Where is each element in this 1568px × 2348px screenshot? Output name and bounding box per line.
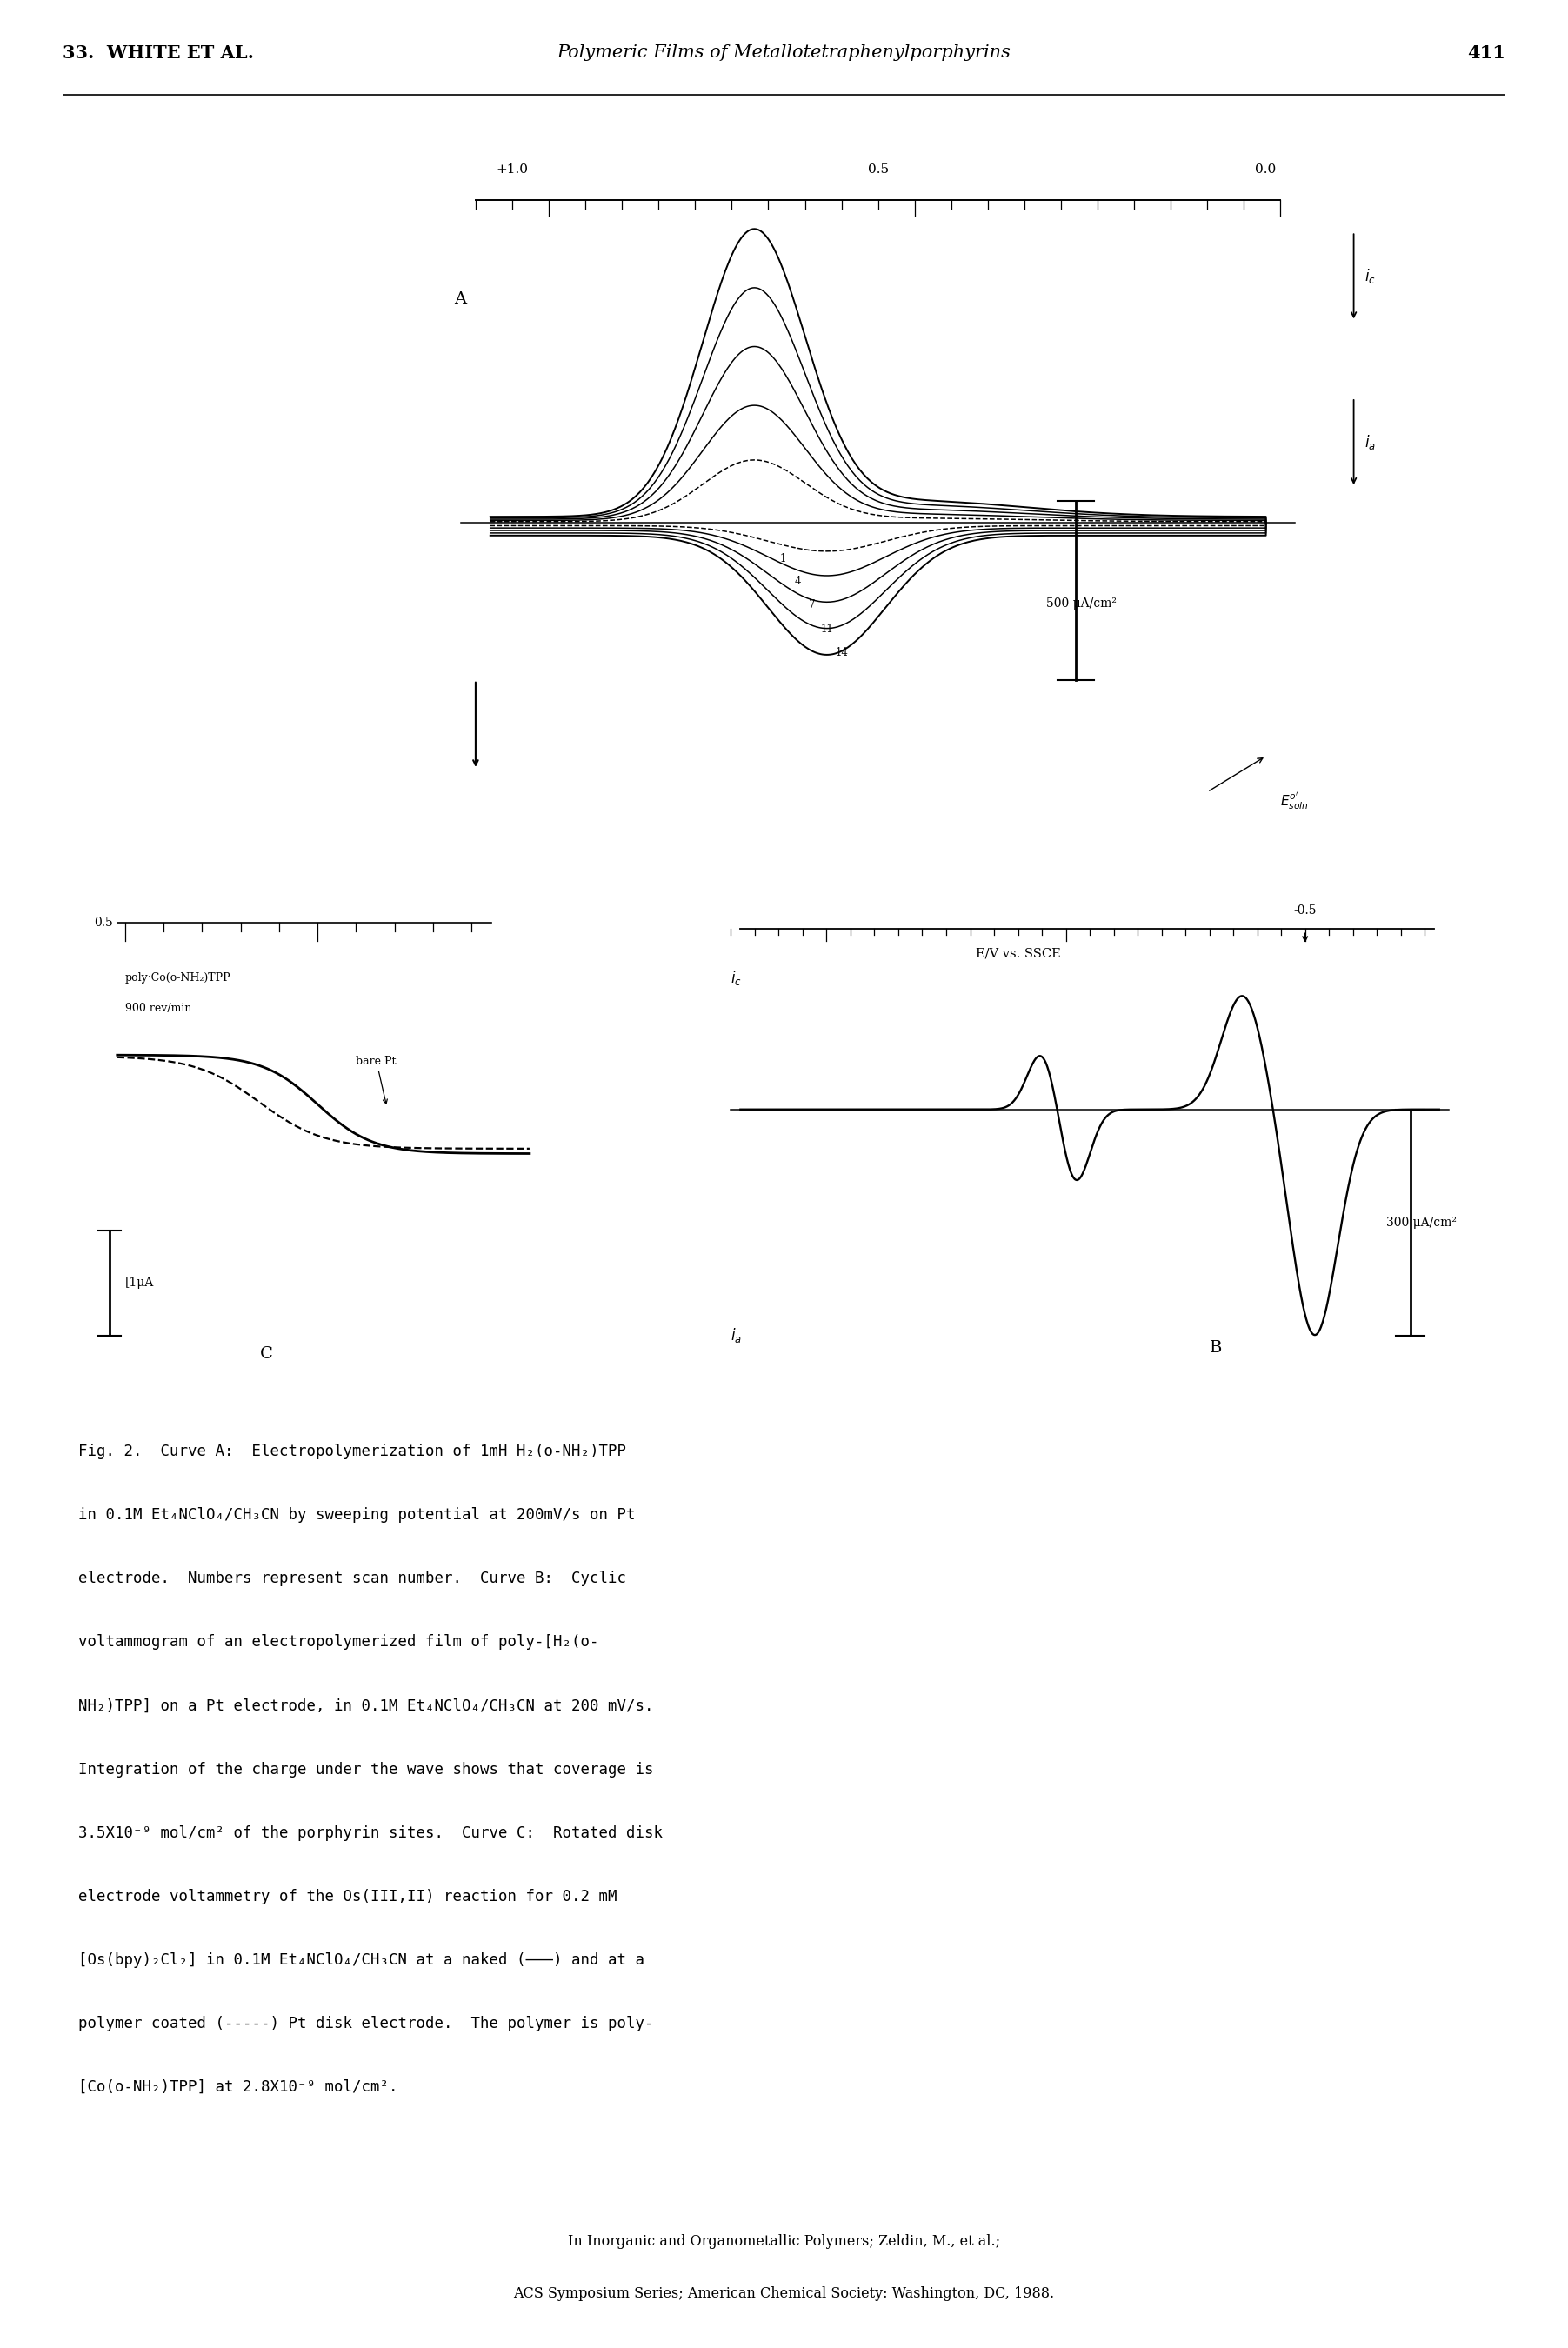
Text: C: C xyxy=(260,1345,273,1362)
Text: $i_c$: $i_c$ xyxy=(1364,268,1375,286)
Text: 4: 4 xyxy=(795,575,801,587)
Text: 14: 14 xyxy=(836,648,848,657)
Text: -0.5: -0.5 xyxy=(1294,904,1317,916)
Text: $i_a$: $i_a$ xyxy=(1364,432,1375,451)
Text: 33.  WHITE ET AL.: 33. WHITE ET AL. xyxy=(63,45,254,61)
Text: polymer coated (-----) Pt disk electrode.  The polymer is poly-: polymer coated (-----) Pt disk electrode… xyxy=(78,2015,654,2031)
Text: Integration of the charge under the wave shows that coverage is: Integration of the charge under the wave… xyxy=(78,1761,654,1777)
Text: $E^{o'}_{soln}$: $E^{o'}_{soln}$ xyxy=(1281,791,1309,810)
Text: [Co(o-NH₂)TPP] at 2.8X10⁻⁹ mol/cm².: [Co(o-NH₂)TPP] at 2.8X10⁻⁹ mol/cm². xyxy=(78,2080,398,2094)
Text: $i_a$: $i_a$ xyxy=(731,1327,742,1345)
Text: 500 μA/cm²: 500 μA/cm² xyxy=(1046,596,1116,610)
Text: E/V vs. SSCE: E/V vs. SSCE xyxy=(975,946,1060,960)
Text: B: B xyxy=(1209,1341,1221,1355)
Text: $i_c$: $i_c$ xyxy=(731,970,742,986)
Text: electrode voltammetry of the Os(III,II) reaction for 0.2 mM: electrode voltammetry of the Os(III,II) … xyxy=(78,1888,618,1904)
Text: poly·Co(o-NH₂)TPP: poly·Co(o-NH₂)TPP xyxy=(125,972,230,984)
Text: 0.0: 0.0 xyxy=(1256,164,1276,176)
Text: 900 rev/min: 900 rev/min xyxy=(125,1003,191,1014)
Text: Polymeric Films of Metallotetraphenylporphyrins: Polymeric Films of Metallotetraphenylpor… xyxy=(557,45,1011,61)
Text: 0.5: 0.5 xyxy=(867,164,889,176)
Text: in 0.1M Et₄NClO₄/CH₃CN by sweeping potential at 200mV/s on Pt: in 0.1M Et₄NClO₄/CH₃CN by sweeping poten… xyxy=(78,1507,635,1524)
Text: 3.5X10⁻⁹ mol/cm² of the porphyrin sites.  Curve C:  Rotated disk: 3.5X10⁻⁹ mol/cm² of the porphyrin sites.… xyxy=(78,1824,663,1841)
Text: ACS Symposium Series; American Chemical Society: Washington, DC, 1988.: ACS Symposium Series; American Chemical … xyxy=(513,2287,1055,2301)
Text: 0.5: 0.5 xyxy=(94,916,113,927)
Text: NH₂)TPP] on a Pt electrode, in 0.1M Et₄NClO₄/CH₃CN at 200 mV/s.: NH₂)TPP] on a Pt electrode, in 0.1M Et₄N… xyxy=(78,1698,654,1714)
Text: [1μA: [1μA xyxy=(125,1277,154,1289)
Text: 411: 411 xyxy=(1468,45,1505,61)
Text: [Os(bpy)₂Cl₂] in 0.1M Et₄NClO₄/CH₃CN at a naked (———) and at a: [Os(bpy)₂Cl₂] in 0.1M Et₄NClO₄/CH₃CN at … xyxy=(78,1951,644,1968)
Text: +1.0: +1.0 xyxy=(495,164,528,176)
Text: In Inorganic and Organometallic Polymers; Zeldin, M., et al.;: In Inorganic and Organometallic Polymers… xyxy=(568,2233,1000,2249)
Text: A: A xyxy=(453,291,466,308)
Text: voltammogram of an electropolymerized film of poly-[H₂(o-: voltammogram of an electropolymerized fi… xyxy=(78,1634,599,1651)
Text: 300 μA/cm²: 300 μA/cm² xyxy=(1386,1216,1457,1228)
Text: 1: 1 xyxy=(779,554,786,564)
Text: 11: 11 xyxy=(820,622,833,634)
Text: electrode.  Numbers represent scan number.  Curve B:  Cyclic: electrode. Numbers represent scan number… xyxy=(78,1571,626,1587)
Text: 7: 7 xyxy=(809,599,815,610)
Text: Fig. 2.  Curve A:  Electropolymerization of 1mH H₂(o-NH₂)TPP: Fig. 2. Curve A: Electropolymerization o… xyxy=(78,1444,626,1460)
Text: bare Pt: bare Pt xyxy=(356,1057,397,1104)
